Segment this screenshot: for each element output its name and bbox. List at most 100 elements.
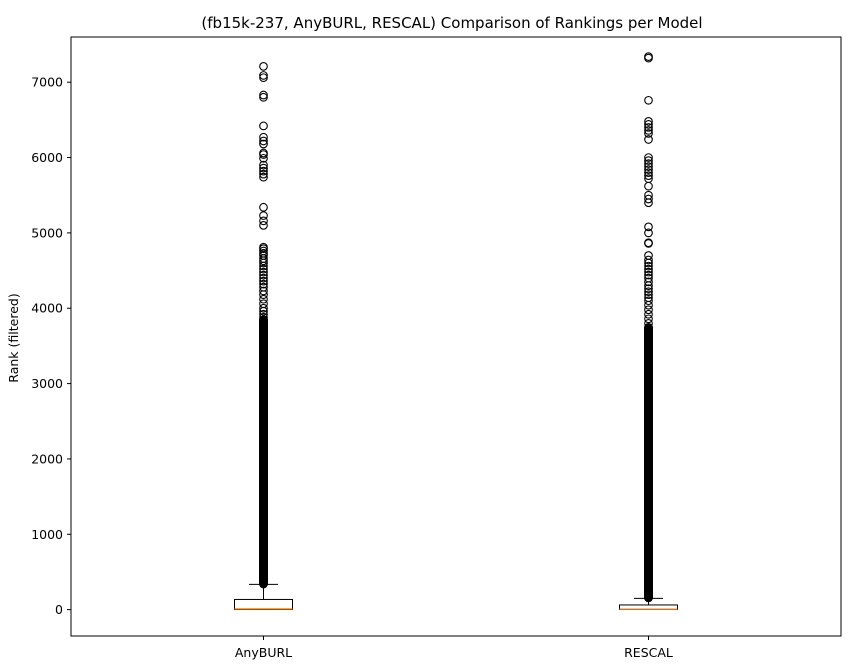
y-axis-label: Rank (filtered) — [6, 293, 21, 382]
outlier-point — [259, 166, 268, 176]
outlier-point — [644, 190, 653, 200]
box-rescal — [619, 52, 678, 611]
outlier-point — [259, 276, 268, 286]
chart-title: (fb15k-237, AnyBURL, RESCAL) Comparison … — [201, 14, 702, 32]
outlier-point — [259, 286, 268, 296]
outlier-point — [259, 273, 268, 283]
outlier-point — [644, 174, 653, 184]
outlier-point — [259, 299, 268, 309]
outlier-point — [644, 300, 653, 310]
outlier-point — [259, 312, 268, 322]
x-axis: AnyBURL RESCAL — [235, 636, 673, 660]
outlier-point — [644, 165, 653, 174]
outlier-point — [259, 62, 268, 71]
dense-outliers — [259, 315, 268, 589]
outlier-point — [259, 294, 268, 304]
outlier-point — [259, 242, 268, 252]
outlier-point — [259, 251, 268, 260]
x-tick-label: AnyBURL — [235, 645, 292, 660]
plot-frame — [70, 36, 842, 637]
outlier-point — [259, 160, 268, 170]
y-tick-label: 2000 — [31, 451, 63, 466]
outlier-point — [644, 296, 653, 306]
outlier-point — [259, 279, 268, 289]
outlier-point — [644, 120, 653, 129]
outlier-point — [259, 264, 268, 274]
outlier-point — [644, 228, 653, 238]
outlier-point — [644, 162, 653, 171]
outlier-point — [259, 90, 268, 100]
outlier-point — [644, 222, 653, 232]
outlier-point — [259, 221, 268, 230]
outlier-point — [644, 293, 653, 303]
y-tick-label: 0 — [55, 602, 63, 617]
outlier-point — [644, 261, 653, 271]
plot-area — [234, 52, 678, 611]
outlier-point — [259, 211, 268, 220]
outlier-point — [644, 309, 653, 319]
y-tick-label: 1000 — [31, 527, 63, 542]
outlier-point — [644, 287, 653, 297]
outlier-point — [644, 168, 653, 177]
outlier-point — [259, 148, 268, 158]
box-iqr — [234, 598, 293, 610]
outlier-point — [259, 172, 268, 182]
outlier-point — [644, 194, 653, 204]
outlier-point — [644, 251, 653, 260]
outlier-point — [259, 71, 268, 80]
outlier-point — [644, 314, 653, 324]
outlier-point — [259, 202, 268, 212]
outlier-point — [259, 270, 268, 280]
y-tick-label: 5000 — [31, 225, 63, 240]
outlier-point — [644, 95, 653, 105]
outlier-point — [259, 153, 268, 163]
outlier-point — [644, 322, 653, 332]
outlier-point — [259, 121, 268, 131]
outlier-point — [644, 305, 653, 315]
outlier-point — [644, 171, 653, 180]
outlier-point — [259, 132, 268, 142]
outlier-point — [644, 159, 653, 168]
outlier-point — [259, 136, 268, 146]
outlier-point — [644, 255, 653, 265]
outlier-point — [644, 267, 653, 277]
x-tick-label: RESCAL — [624, 645, 673, 660]
y-tick-label: 3000 — [31, 376, 63, 391]
dense-outliers — [644, 322, 653, 603]
outlier-point — [644, 135, 653, 144]
outlier-point — [259, 246, 268, 256]
outlier-point — [644, 273, 653, 283]
y-tick-label: 6000 — [31, 150, 63, 165]
outlier-point — [644, 277, 653, 287]
outlier-point — [644, 270, 653, 280]
outlier-point — [259, 282, 268, 292]
outlier-point — [644, 126, 653, 135]
outlier-point — [259, 309, 268, 319]
outlier-point — [259, 303, 268, 313]
y-tick-label: 7000 — [31, 75, 63, 90]
y-tick-label: 4000 — [31, 301, 63, 316]
outlier-point — [644, 52, 653, 61]
outlier-point — [644, 181, 653, 191]
outlier-point — [644, 129, 653, 138]
outlier-point — [644, 238, 653, 248]
outlier-point — [259, 169, 268, 179]
outlier-point — [644, 153, 653, 162]
y-axis: 0 1000 2000 3000 4000 5000 6000 7000 — [31, 75, 71, 617]
outlier-point — [259, 73, 268, 83]
outlier-point — [259, 163, 268, 173]
outlier-point — [259, 248, 268, 258]
outlier-point — [644, 264, 653, 274]
outlier-point — [259, 92, 268, 102]
outlier-point — [644, 290, 653, 300]
outlier-point — [644, 156, 653, 165]
outlier-point — [259, 267, 268, 277]
outlier-point — [644, 318, 653, 328]
outlier-point — [644, 117, 653, 126]
outlier-point — [644, 123, 653, 132]
outlier-point — [644, 284, 653, 294]
outlier-point — [259, 139, 268, 149]
outlier-point — [259, 216, 268, 226]
outlier-point — [259, 315, 268, 325]
